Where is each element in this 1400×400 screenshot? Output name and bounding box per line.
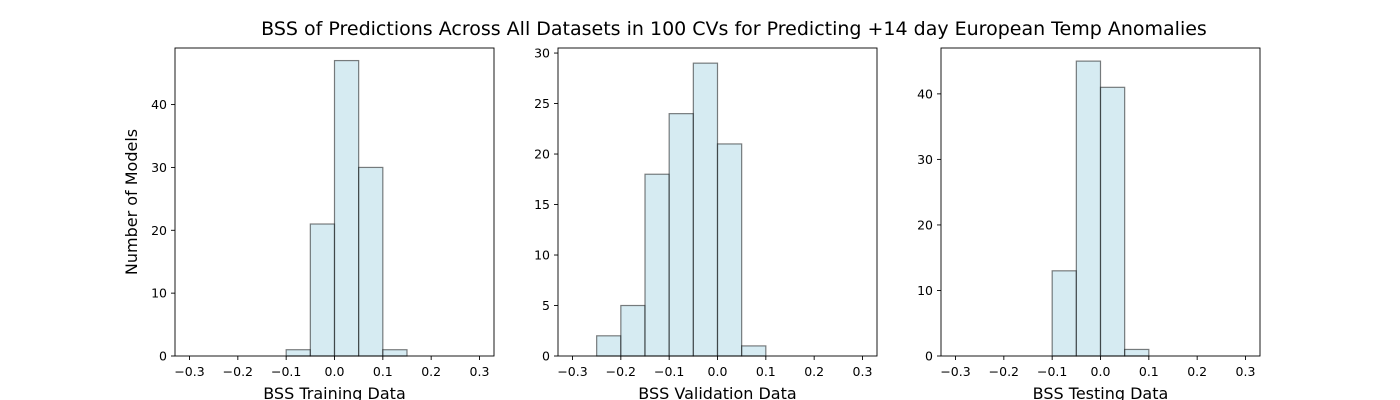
histogram-bar-validation-4: [692, 62, 719, 357]
histogram-bar-testing-0: [1051, 270, 1077, 357]
histogram-bar-validation-6: [741, 345, 767, 357]
histogram-bar-testing-2: [1099, 86, 1126, 357]
y-axis-label-training: Number of Models: [122, 129, 141, 275]
y-tick-label-training-0: 0: [159, 349, 167, 364]
x-tick-label-training-3: 0.0: [325, 364, 345, 379]
histogram-bar-validation-3: [668, 113, 694, 357]
y-tick-label-validation-3: 15: [534, 197, 550, 212]
x-tick-label-testing-6: 0.3: [1236, 364, 1256, 379]
histogram-bar-testing-1: [1075, 60, 1102, 357]
x-tick-label-testing-0: −0.3: [940, 364, 970, 379]
y-tick-label-validation-5: 25: [534, 96, 550, 111]
x-tick-label-validation-0: −0.3: [557, 364, 587, 379]
x-tick-label-validation-1: −0.2: [606, 364, 636, 379]
y-tick-label-validation-1: 5: [542, 298, 550, 313]
histogram-bar-training-0: [285, 349, 311, 357]
x-tick-label-training-4: 0.1: [373, 364, 393, 379]
panel-validation: −0.3 −0.2 −0.1 0.0 0.1 0.2 0.3 0 5 10 15 20 25 30 BSS …: [534, 46, 878, 400]
y-tick-label-training-3: 30: [151, 160, 167, 175]
figure-title: BSS of Predictions Across All Datasets i…: [261, 18, 1207, 40]
histogram-bar-training-3: [358, 166, 384, 357]
histogram-bar-validation-5: [716, 143, 743, 357]
y-tick-label-validation-0: 0: [542, 349, 550, 364]
histogram-bar-validation-0: [596, 335, 622, 357]
y-tick-label-testing-2: 20: [917, 217, 933, 232]
y-tick-label-training-2: 20: [151, 223, 167, 238]
panel-training: −0.3 −0.2 −0.1 0.0 0.1 0.2 0.3 0 10 20 30 40 BSS Tra…: [122, 47, 495, 400]
histogram-bar-training-4: [382, 349, 408, 357]
x-tick-label-testing-4: 0.1: [1139, 364, 1159, 379]
x-tick-label-validation-5: 0.2: [804, 364, 824, 379]
histogram-bar-testing-3: [1124, 348, 1150, 357]
y-tick-label-testing-0: 0: [925, 349, 933, 364]
y-tick-label-validation-6: 30: [534, 46, 550, 61]
x-tick-label-validation-6: 0.3: [853, 364, 873, 379]
x-tick-label-validation-2: −0.1: [654, 364, 684, 379]
y-tick-label-training-1: 10: [151, 286, 167, 301]
y-tick-label-validation-2: 10: [534, 248, 550, 263]
y-tick-label-training-4: 40: [151, 97, 167, 112]
x-tick-label-training-1: −0.2: [223, 364, 253, 379]
x-tick-label-validation-4: 0.1: [756, 364, 776, 379]
histogram-bar-validation-2: [644, 173, 670, 357]
x-axis-label-validation: BSS Validation Data: [638, 384, 796, 400]
x-tick-label-training-6: 0.3: [470, 364, 490, 379]
histogram-bar-training-1: [309, 223, 336, 357]
x-tick-label-testing-3: 0.0: [1091, 364, 1111, 379]
y-tick-label-validation-4: 20: [534, 147, 550, 162]
x-tick-label-training-0: −0.3: [174, 364, 204, 379]
x-tick-label-validation-3: 0.0: [708, 364, 728, 379]
panel-testing: −0.3 −0.2 −0.1 0.0 0.1 0.2 0.3 0 10 20 30 40 BSS Tes…: [917, 47, 1261, 400]
x-tick-label-training-2: −0.1: [271, 364, 301, 379]
x-tick-label-testing-2: −0.1: [1037, 364, 1067, 379]
x-tick-label-testing-5: 0.2: [1187, 364, 1207, 379]
histogram-bar-validation-1: [620, 304, 646, 357]
x-axis-label-testing: BSS Testing Data: [1033, 384, 1169, 400]
y-tick-label-testing-3: 30: [917, 152, 933, 167]
y-tick-label-testing-4: 40: [917, 86, 933, 101]
x-tick-label-training-5: 0.2: [421, 364, 441, 379]
y-tick-label-testing-1: 10: [917, 283, 933, 298]
x-axis-label-training: BSS Training Data: [263, 384, 406, 400]
histogram-bar-training-2: [333, 59, 360, 357]
x-tick-label-testing-1: −0.2: [989, 364, 1019, 379]
